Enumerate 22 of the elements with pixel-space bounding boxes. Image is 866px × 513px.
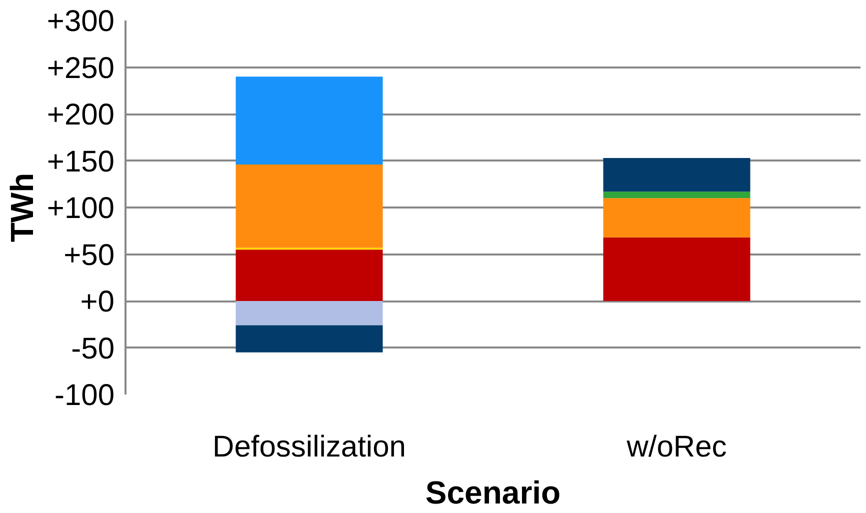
bar [603,192,750,198]
y-tick-label: +250 [46,52,115,85]
y-tick-label: -100 [54,379,115,412]
x-tick-label: Defossilization [212,430,406,464]
y-tick-label: -50 [71,332,114,366]
y-tick-label: +100 [46,192,115,225]
bar [603,198,750,238]
bar [236,325,383,352]
bar [603,158,750,192]
bar [236,250,383,301]
x-axis-title: Scenario [425,474,561,510]
bar [236,164,383,248]
x-tick-label: w/oRec [626,430,727,464]
y-tick-label: +300 [46,5,115,38]
y-tick-label: +0 [80,286,115,318]
bar [236,301,383,326]
bar [236,76,383,164]
y-tick-label: +50 [64,238,114,272]
y-axis-title: TWh [4,172,40,242]
y-tick-label: +200 [46,98,115,132]
bar [603,237,750,301]
y-tick-label: +150 [46,145,115,178]
